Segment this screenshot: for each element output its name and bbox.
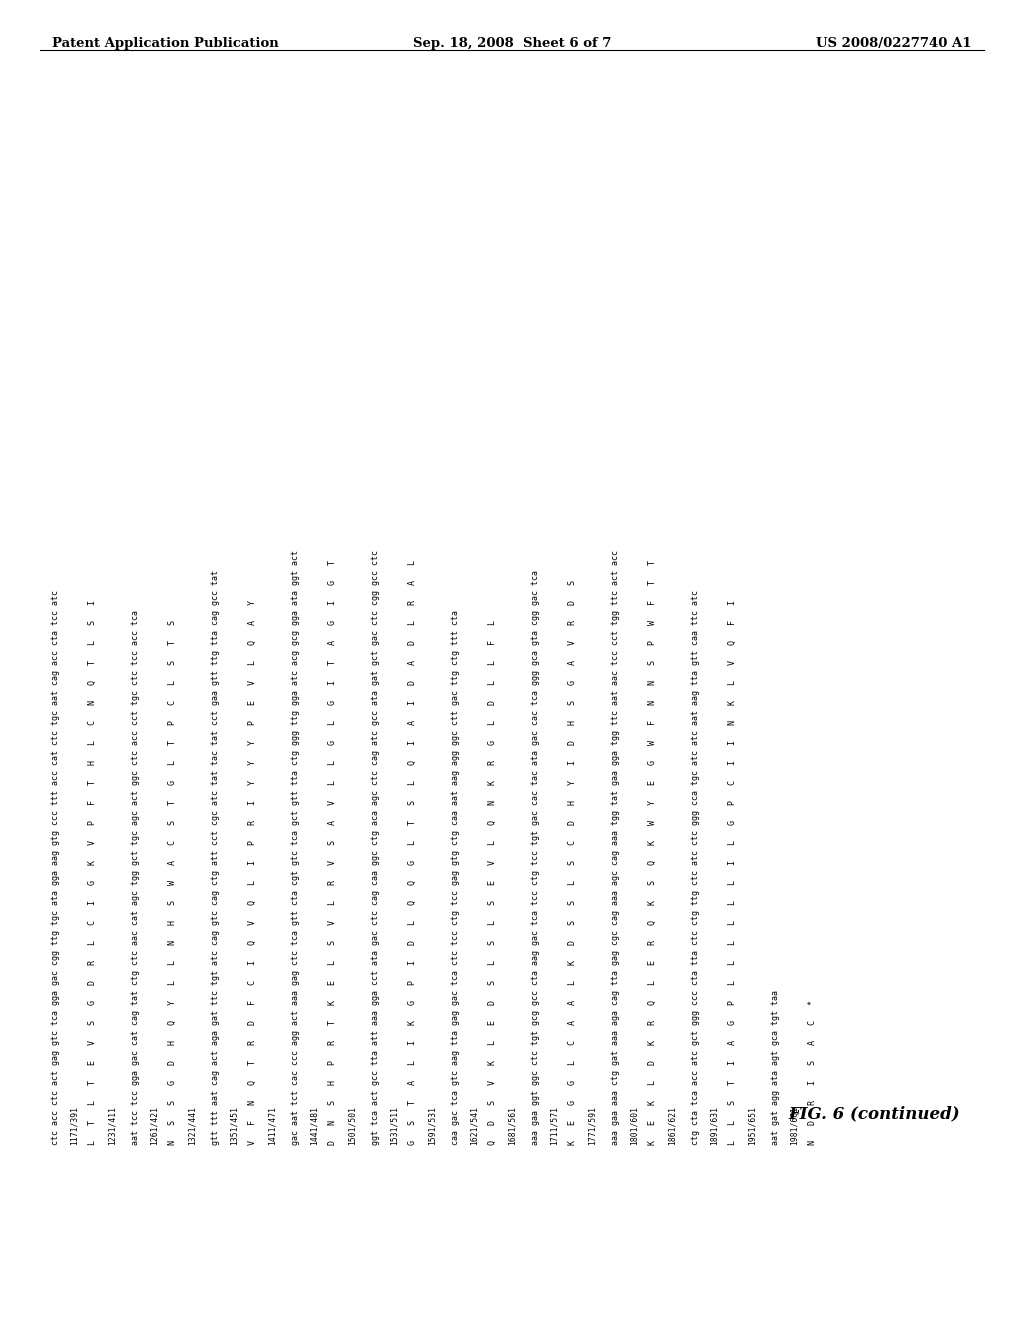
Text: 1591/531: 1591/531 [428, 1106, 437, 1144]
Text: 1501/501: 1501/501 [348, 1106, 357, 1144]
Text: 1711/571: 1711/571 [550, 1106, 559, 1144]
Text: Q   D   S   V   K   L   E   D   S   L   S   L   S   E   V   L   Q   N   K   R   : Q D S V K L E D S L S L S E V L Q N K R [488, 620, 497, 1144]
Text: Sep. 18, 2008  Sheet 6 of 7: Sep. 18, 2008 Sheet 6 of 7 [413, 37, 611, 50]
Text: K   E   G   G   L   C   A   A   L   K   D   S   S   L   S   C   D   H   Y   I   : K E G G L C A A L K D S S L S C D H Y I [568, 579, 577, 1144]
Text: US 2008/0227740 A1: US 2008/0227740 A1 [816, 37, 972, 50]
Text: L   T   L   T   E   V   S   G   D   R   L   C   I   G   K   V   P   F   T   H   : L T L T E V S G D R L C I G K V P F T H [88, 601, 97, 1144]
Text: aat tcc tcc gga gac cat cag tat ctg ctc aac cat agc tgg gct tgc agc act ggc ctc : aat tcc tcc gga gac cat cag tat ctg ctc … [131, 610, 140, 1144]
Text: gtt ttt aat cag act aga gat ttc tgt atc cag gtc cag ctg att cct cgc atc tat tac : gtt ttt aat cag act aga gat ttc tgt atc … [211, 570, 220, 1144]
Text: 1171/391: 1171/391 [70, 1106, 79, 1144]
Text: Patent Application Publication: Patent Application Publication [52, 37, 279, 50]
Text: aat gat agg ata agt gca tgt taa: aat gat agg ata agt gca tgt taa [771, 990, 780, 1144]
Text: aaa gaa ggt ggc ctc tgt gcg gcc cta aag gac tca tcc ctg tcc tgt gac cac tac ata : aaa gaa ggt ggc ctc tgt gcg gcc cta aag … [531, 570, 540, 1144]
Text: 1441/481: 1441/481 [310, 1106, 319, 1144]
Text: aaa gaa aaa ctg gat aaa aga cag tta gag cgc cag aaa agc cag aaa tgg tat gaa gga : aaa gaa aaa ctg gat aaa aga cag tta gag … [611, 550, 620, 1144]
Text: 1411/471: 1411/471 [268, 1106, 278, 1144]
Text: 1231/411: 1231/411 [108, 1106, 117, 1144]
Text: caa gac tca gtc aag tta gag gac tca ctc tcc ctg tcc gag gtg ctg caa aat aag agg : caa gac tca gtc aag tta gag gac tca ctc … [451, 610, 460, 1144]
Text: 1981/661: 1981/661 [790, 1106, 799, 1144]
Text: 1771/591: 1771/591 [588, 1106, 597, 1144]
Text: N   S   S   G   D   H   Q   Y   L   L   N   H   S   W   A   C   S   T   G   L   : N S S G D H Q Y L L N H S W A C S T G L [168, 620, 177, 1144]
Text: 1321/441: 1321/441 [188, 1106, 197, 1144]
Text: gac aat tct cac ccc agg act aaa gag ctc tca gtt cta cgt gtc tca gct gtt tta ctg : gac aat tct cac ccc agg act aaa gag ctc … [291, 550, 300, 1144]
Text: N   D   R   I   S   A   C   *: N D R I S A C * [808, 1001, 817, 1144]
Text: 1351/451: 1351/451 [230, 1106, 239, 1144]
Text: K   E   K   L   D   K   R   Q   L   E   R   Q   K   S   Q   K   W   Y   E   G   : K E K L D K R Q L E R Q K S Q K W Y E G [648, 560, 657, 1144]
Text: 1531/511: 1531/511 [390, 1106, 399, 1144]
Text: 1891/631: 1891/631 [710, 1106, 719, 1144]
Text: ctg cta tca acc atc gct ggg ccc cta tta ctc ctg ttg ctc atc ctc ggg cca tgc atc : ctg cta tca acc atc gct ggg ccc cta tta … [691, 590, 700, 1144]
Text: L   L   S   T   I   A   G   P   L   L   L   L   L   L   I   L   G   P   C   I   : L L S T I A G P L L L L L L I L G P C I [728, 601, 737, 1144]
Text: 1681/561: 1681/561 [508, 1106, 517, 1144]
Text: ggt tca act gcc tta att aaa gga cct ata gac ctc cag caa ggc ctg aca agc ctc cag : ggt tca act gcc tta att aaa gga cct ata … [371, 550, 380, 1144]
Text: G   S   T   A   L   I   K   G   P   I   D   L   Q   Q   G   L   T   S   L   Q   : G S T A L I K G P I D L Q Q G L T S L Q [408, 560, 417, 1144]
Text: D   N   S   H   P   R   T   K   E   L   S   V   L   R   V   S   A   V   L   L   : D N S H P R T K E L S V L R V S A V L L [328, 560, 337, 1144]
Text: 1801/601: 1801/601 [630, 1106, 639, 1144]
Text: ctc acc ctc act gag gtc tca gga gac cgg ttg tgc ata gga aag gtg ccc ttt acc cat : ctc acc ctc act gag gtc tca gga gac cgg … [51, 590, 60, 1144]
Text: 1951/651: 1951/651 [748, 1106, 757, 1144]
Text: 1261/421: 1261/421 [150, 1106, 159, 1144]
Text: 1621/541: 1621/541 [470, 1106, 479, 1144]
Text: 1861/621: 1861/621 [668, 1106, 677, 1144]
Text: V   F   N   Q   T   R   D   F   C   I   Q   V   Q   L   I   P   R   I   Y   Y   : V F N Q T R D F C I Q V Q L I P R I Y Y [248, 601, 257, 1144]
Text: FIG. 6 (continued): FIG. 6 (continued) [788, 1105, 961, 1122]
